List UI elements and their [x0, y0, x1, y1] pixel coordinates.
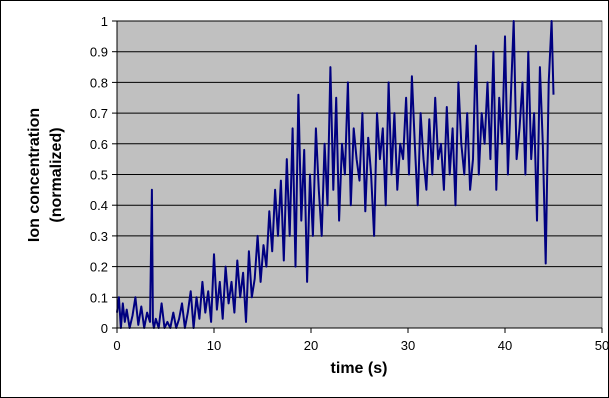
- y-tick-label: 0.3: [90, 229, 108, 244]
- y-axis-title-line-2: (normalized): [48, 127, 65, 222]
- y-tick-label: 1: [101, 14, 108, 29]
- x-tick-label: 50: [595, 338, 608, 353]
- y-tick-label: 0.5: [90, 168, 108, 183]
- x-tick-label: 0: [113, 338, 120, 353]
- x-tick-label: 20: [304, 338, 318, 353]
- x-tick-label: 30: [401, 338, 415, 353]
- x-axis-title: time (s): [331, 360, 388, 377]
- y-tick-label: 0.9: [90, 45, 108, 60]
- y-tick-label: 0: [101, 321, 108, 336]
- y-tick-label: 0.2: [90, 260, 108, 275]
- series-line-0: [116, 20, 555, 329]
- tick-labels: 00.10.20.30.40.50.60.70.80.910 10 20 30 40 50: [90, 14, 608, 353]
- y-tick-label: 0.7: [90, 106, 108, 121]
- x-tick-label: 10: [207, 338, 221, 353]
- y-tick-label: 0.1: [90, 290, 108, 305]
- x-tick-label: 40: [498, 338, 512, 353]
- y-tick-label: 0.8: [90, 75, 108, 90]
- y-tick-label: 0.4: [90, 198, 108, 213]
- y-tick-label: 0.6: [90, 137, 108, 152]
- y-axis-title-line-1: Ion concentration: [26, 108, 43, 242]
- series-layer: [116, 20, 555, 329]
